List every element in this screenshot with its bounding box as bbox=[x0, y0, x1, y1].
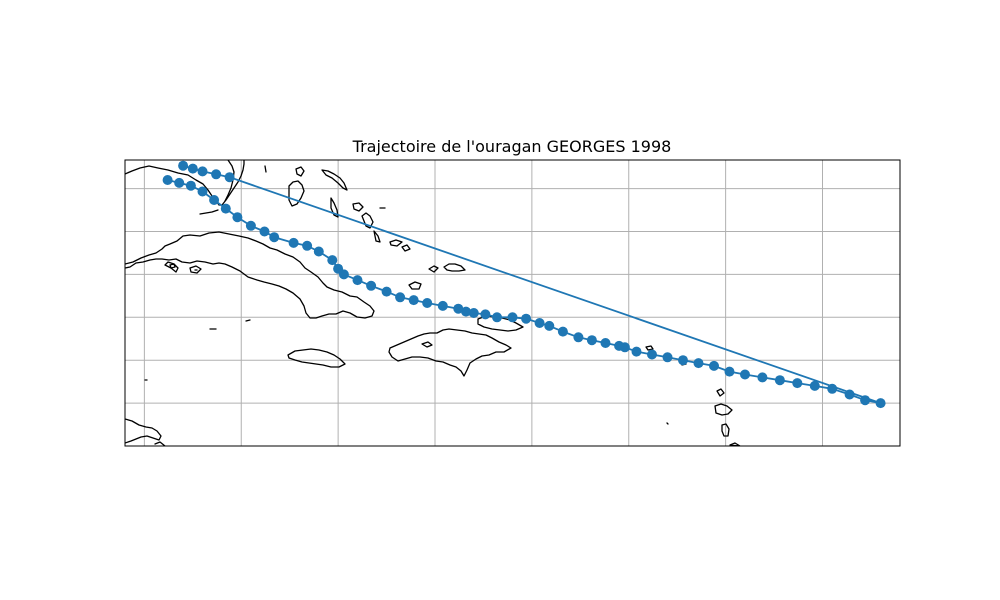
track-point bbox=[187, 163, 198, 174]
track-point bbox=[521, 313, 532, 324]
coastline-yucatan bbox=[125, 231, 375, 319]
track-point bbox=[197, 186, 208, 197]
coastline-isla-juventud bbox=[189, 265, 202, 274]
track-point bbox=[211, 169, 222, 180]
track-point bbox=[557, 326, 568, 337]
coastline-islet-1 bbox=[169, 263, 176, 269]
track-point bbox=[302, 240, 313, 251]
track-point bbox=[333, 263, 344, 274]
track-point bbox=[740, 369, 750, 380]
track-point bbox=[461, 306, 471, 317]
track-point bbox=[709, 360, 719, 371]
coastline-anguilla bbox=[645, 345, 654, 351]
track-point bbox=[586, 335, 597, 346]
track-point bbox=[631, 346, 642, 357]
coastline-islet-4 bbox=[245, 319, 251, 322]
track-point bbox=[534, 318, 545, 328]
track-point bbox=[224, 172, 235, 183]
track-point bbox=[827, 383, 838, 394]
gridlines bbox=[125, 160, 900, 447]
track-markers bbox=[162, 160, 886, 409]
track-point bbox=[844, 389, 855, 400]
track-point bbox=[162, 175, 173, 185]
coastline-islet-8 bbox=[666, 422, 669, 425]
track-point bbox=[232, 212, 243, 223]
hurricane-track bbox=[162, 160, 886, 409]
coastline-bahamas-7 bbox=[373, 230, 381, 243]
track-point bbox=[381, 286, 392, 297]
track-point bbox=[492, 312, 502, 323]
track-point bbox=[614, 340, 625, 351]
coastline-hispaniola bbox=[388, 328, 512, 377]
track-point bbox=[313, 246, 324, 257]
track-point bbox=[724, 366, 735, 377]
track-point bbox=[220, 203, 231, 214]
coastline-turks-caicos bbox=[443, 263, 466, 272]
track-point bbox=[774, 375, 785, 386]
track-point bbox=[875, 398, 886, 409]
track-point bbox=[647, 349, 657, 360]
track-point bbox=[352, 275, 363, 286]
track-point bbox=[480, 309, 491, 320]
track-point bbox=[468, 308, 479, 318]
track-point bbox=[422, 298, 433, 308]
coastline-gonave bbox=[421, 341, 433, 348]
track-point bbox=[327, 255, 338, 266]
track-point bbox=[437, 300, 448, 311]
track-point bbox=[395, 292, 406, 303]
coastline-bahamas-10 bbox=[428, 265, 439, 273]
coastline-florida-keys bbox=[199, 209, 219, 215]
coastline-bahamas-2 bbox=[295, 166, 305, 177]
coastline-bahamas-6 bbox=[361, 212, 374, 229]
track-point bbox=[662, 352, 673, 363]
coastline-dominica bbox=[721, 423, 730, 437]
track-point bbox=[269, 232, 280, 243]
track-point bbox=[544, 320, 555, 331]
map-title: Trajectoire de l'ouragan GEORGES 1998 bbox=[352, 137, 672, 156]
coastline-bahamas-9 bbox=[401, 244, 411, 252]
coastline-bahamas-4 bbox=[330, 197, 339, 218]
coastlines bbox=[125, 160, 741, 446]
track-point bbox=[757, 372, 768, 383]
coastline-central-america bbox=[125, 418, 162, 444]
track-point bbox=[600, 338, 611, 348]
track-point bbox=[259, 226, 270, 237]
map-frame bbox=[124, 159, 901, 447]
coastline-guadeloupe bbox=[714, 403, 733, 416]
track-point bbox=[185, 180, 196, 191]
coastline-jamaica bbox=[287, 348, 346, 368]
track-point bbox=[693, 358, 704, 369]
track-point bbox=[453, 303, 464, 314]
track-point bbox=[288, 237, 299, 248]
track-point bbox=[178, 160, 189, 171]
coastline-bahamas-3 bbox=[321, 169, 348, 191]
track-point bbox=[245, 220, 256, 231]
coastline-islet-5 bbox=[264, 165, 267, 173]
track-point bbox=[209, 195, 220, 205]
track-point bbox=[809, 380, 820, 391]
coastline-antigua bbox=[716, 388, 725, 397]
track-point bbox=[507, 312, 518, 323]
coastline-inagua bbox=[408, 281, 422, 290]
coastline-central-america-tail bbox=[154, 441, 166, 446]
track-point bbox=[573, 332, 584, 343]
track-point bbox=[678, 355, 688, 366]
track-point bbox=[860, 395, 871, 406]
track-point bbox=[197, 166, 208, 177]
track-point bbox=[366, 280, 377, 291]
track-point bbox=[792, 378, 803, 389]
coastline-bahamas-5 bbox=[352, 202, 364, 212]
track-point bbox=[408, 295, 419, 306]
coastline-bahamas-8 bbox=[389, 239, 403, 247]
track-point bbox=[174, 177, 185, 188]
